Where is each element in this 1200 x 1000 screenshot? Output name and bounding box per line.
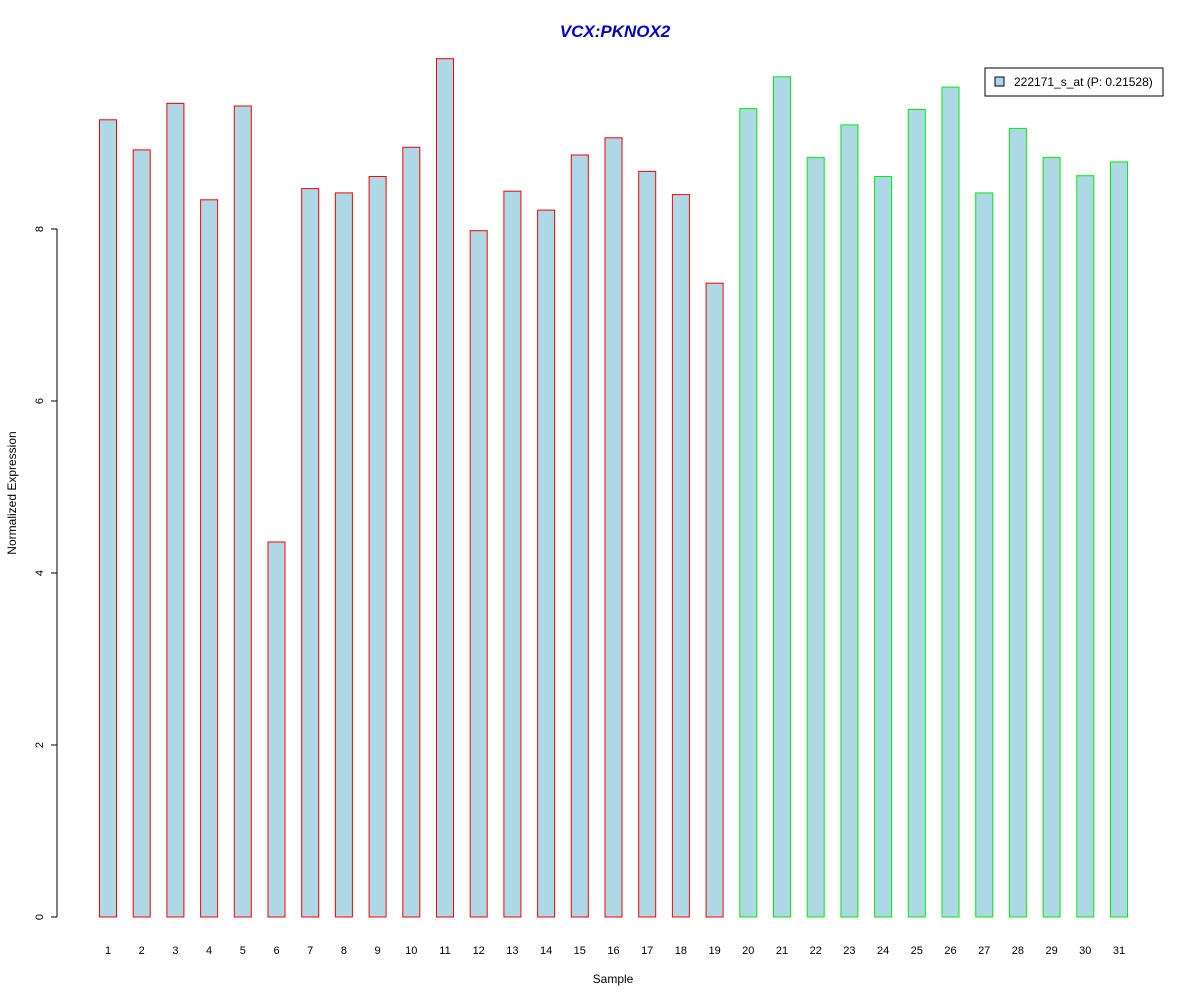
x-tick-label: 23: [843, 945, 855, 957]
x-tick-label: 17: [641, 945, 653, 957]
bar-sample-15: [570, 154, 589, 918]
x-tick-label: 4: [206, 945, 212, 957]
x-tick-label: 27: [978, 945, 990, 957]
x-tick-label: 13: [506, 945, 518, 957]
bar-sample-7: [301, 188, 320, 918]
x-tick-label: 3: [172, 945, 178, 957]
bar-sample-14: [537, 209, 556, 918]
bar-sample-17: [638, 170, 657, 918]
x-tick-label: 29: [1045, 945, 1057, 957]
y-tick-label: 6: [34, 398, 46, 404]
bar-sample-24: [874, 176, 893, 918]
x-tick-label: 26: [944, 945, 956, 957]
bar-sample-2: [132, 149, 151, 918]
bar-sample-23: [840, 124, 859, 918]
bar-sample-12: [469, 230, 488, 918]
x-tick-label: 28: [1012, 945, 1024, 957]
y-axis: 0 2 4 6 8: [34, 226, 58, 920]
bar-sample-25: [907, 109, 926, 918]
bar-sample-6: [267, 541, 286, 918]
bar-sample-29: [1042, 157, 1061, 918]
x-axis-label: Sample: [593, 972, 634, 986]
x-tick-label: 11: [439, 945, 450, 957]
bar-sample-9: [368, 176, 387, 918]
x-tick-label: 24: [877, 945, 889, 957]
x-tick-label: 21: [776, 945, 788, 957]
bar-sample-31: [1110, 161, 1128, 918]
bar-sample-27: [975, 192, 994, 918]
bar-sample-16: [604, 137, 623, 918]
bar-sample-11: [436, 58, 454, 918]
y-axis-label: Normalized Expression: [5, 431, 19, 554]
x-tick-label: 16: [607, 945, 619, 957]
bar-sample-28: [1008, 127, 1027, 918]
x-tick-label: 19: [708, 945, 720, 957]
x-tick-label: 7: [307, 945, 313, 957]
legend-box: [984, 67, 1164, 97]
bar-sample-4: [200, 199, 219, 918]
x-tick-label: 6: [273, 945, 279, 957]
bar-sample-8: [334, 192, 353, 918]
bar-sample-30: [1076, 175, 1095, 918]
x-tick-label: 25: [911, 945, 923, 957]
y-tick-label: 0: [34, 914, 46, 920]
x-tick-label: 8: [341, 945, 347, 957]
x-tick-label: 20: [742, 945, 754, 957]
bar-sample-10: [402, 146, 421, 918]
legend-swatch: [994, 76, 1005, 87]
chart-title: VCX:PKNOX2: [560, 22, 671, 41]
x-tick-label: 18: [675, 945, 687, 957]
bar-sample-22: [806, 157, 825, 918]
x-tick-label: 12: [473, 945, 485, 957]
y-tick-label: 8: [34, 226, 46, 232]
legend-label: 222171_s_at (P: 0.21528): [1014, 75, 1153, 89]
bar-sample-1: [99, 119, 117, 918]
bar-series: [99, 58, 1128, 918]
bar-sample-21: [773, 76, 791, 918]
x-tick-label: 15: [574, 945, 586, 957]
x-tick-label: 10: [405, 945, 417, 957]
x-tick-label: 9: [375, 945, 381, 957]
bar-sample-26: [941, 86, 960, 918]
legend: 222171_s_at (P: 0.21528): [984, 67, 1164, 97]
bar-sample-19: [705, 282, 724, 918]
bar-sample-13: [503, 190, 522, 918]
x-tick-label: 14: [540, 945, 552, 957]
x-tick-label: 30: [1079, 945, 1091, 957]
bar-sample-3: [166, 102, 185, 918]
x-tick-label: 2: [139, 945, 145, 957]
bar-sample-20: [739, 108, 758, 918]
x-axis-tick-labels: 1 2 3 4 5 6 7 8 9 10 11 12 13 14 15 16 17 18 19 20 21 22 23 24 2…: [105, 945, 1125, 957]
x-tick-label: 22: [810, 945, 822, 957]
x-tick-label: 5: [240, 945, 246, 957]
y-tick-label: 4: [34, 570, 46, 576]
x-tick-label: 1: [105, 945, 111, 957]
x-tick-label: 31: [1113, 945, 1125, 957]
bar-sample-18: [671, 194, 690, 918]
bar-sample-5: [233, 105, 252, 918]
y-tick-label: 2: [34, 742, 46, 748]
